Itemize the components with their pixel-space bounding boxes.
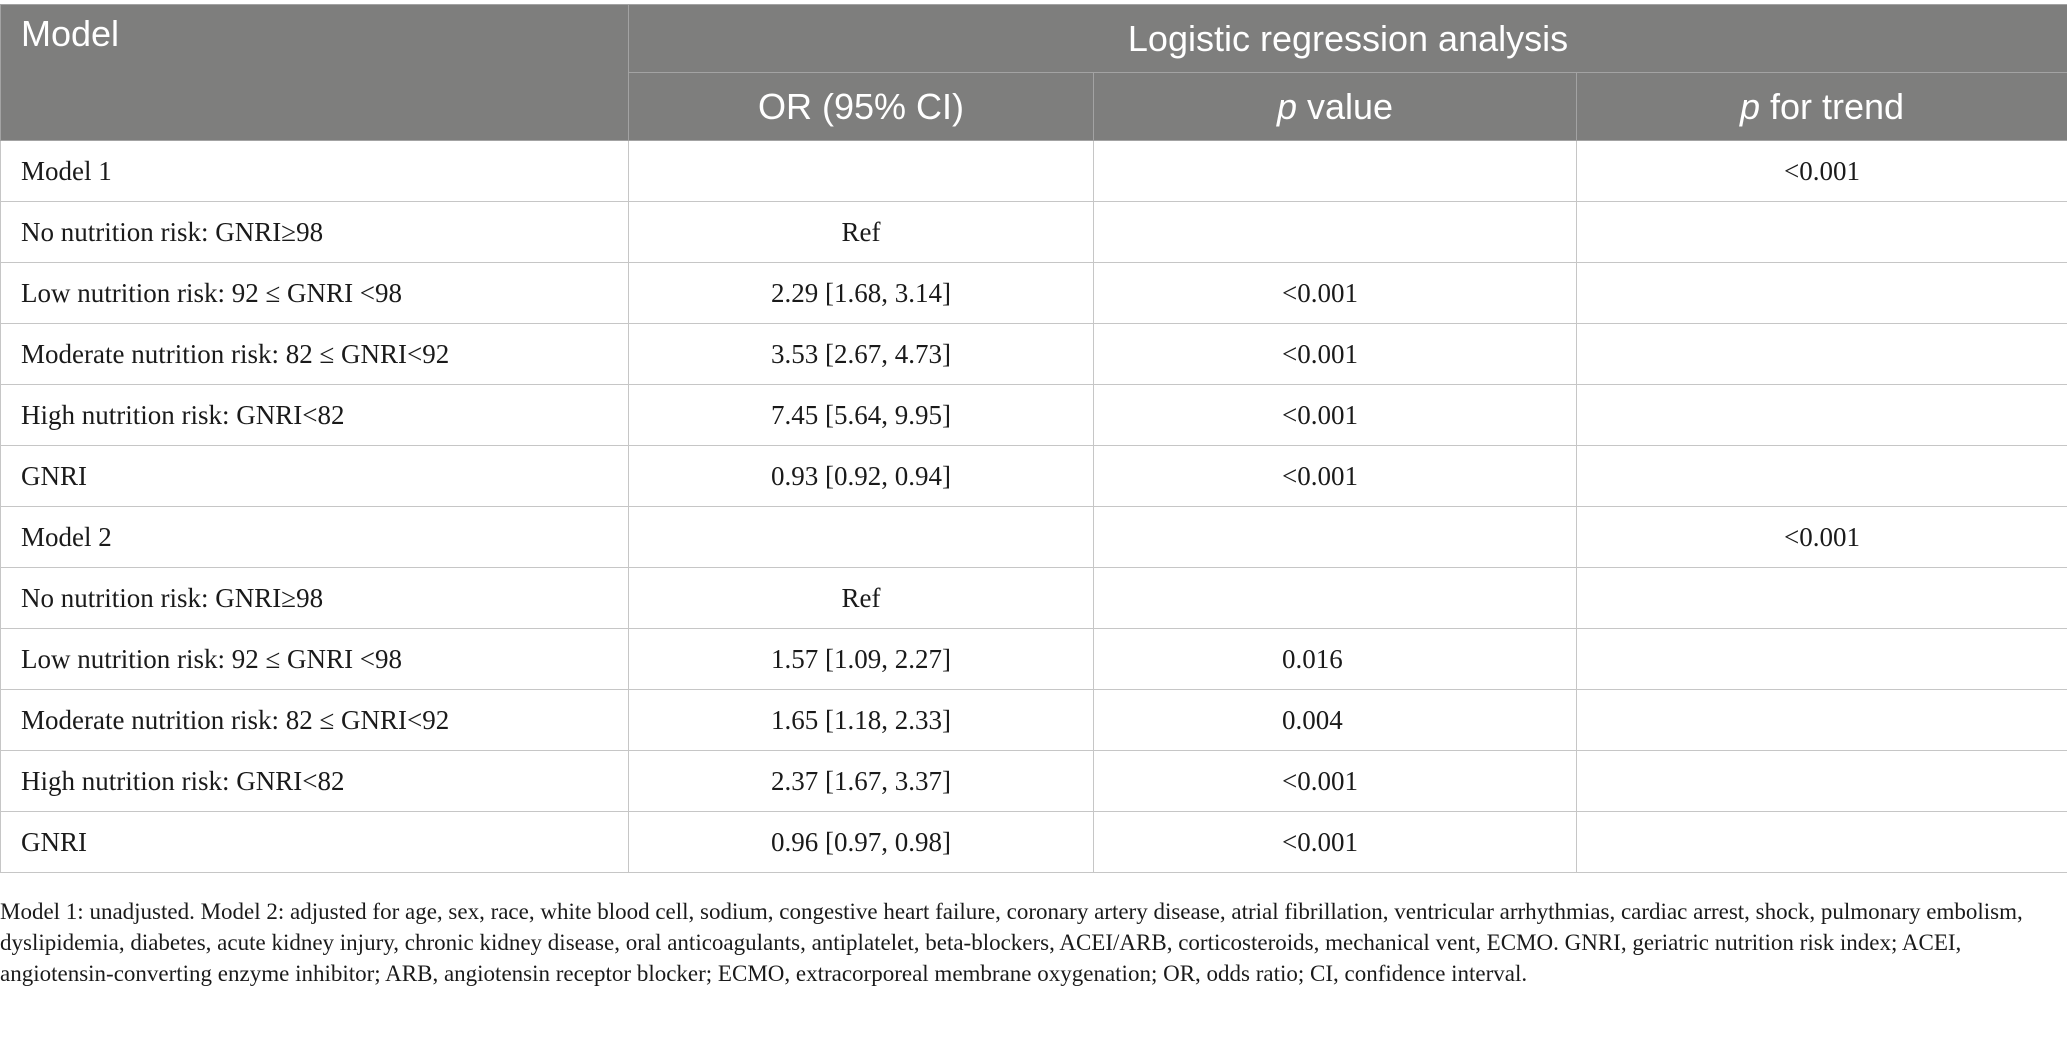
cell-or-ci: 0.96 [0.97, 0.98]	[628, 811, 1094, 873]
header-p-value-rest: value	[1296, 85, 1394, 127]
table-row: Model 2 <0.001	[0, 506, 2067, 568]
cell-or-ci: 1.57 [1.09, 2.27]	[628, 628, 1094, 690]
table-row: GNRI 0.93 [0.92, 0.94] <0.001	[0, 445, 2067, 507]
table-row: Moderate nutrition risk: 82 ≤ GNRI<92 1.6…	[0, 689, 2067, 751]
table-footnote: Model 1: unadjusted. Model 2: adjusted f…	[0, 899, 2023, 986]
cell-p-value	[1093, 506, 1577, 568]
cell-model: High nutrition risk: GNRI<82	[0, 750, 629, 812]
cell-or-ci: 2.29 [1.68, 3.14]	[628, 262, 1094, 324]
table-row: Low nutrition risk: 92 ≤ GNRI <98 2.29 [1…	[0, 262, 2067, 324]
table-row: High nutrition risk: GNRI<82 2.37 [1.67, …	[0, 750, 2067, 812]
cell-model: No nutrition risk: GNRI≥98	[0, 567, 629, 629]
header-p-value: p value	[1093, 72, 1577, 141]
cell-p-trend	[1575, 811, 2067, 873]
cell-p-trend	[1575, 201, 2067, 263]
cell-model: GNRI	[0, 445, 629, 507]
regression-table: Model Logistic regression analysis OR (9…	[0, 4, 2067, 873]
table-row: Low nutrition risk: 92 ≤ GNRI <98 1.57 [1…	[0, 628, 2067, 690]
cell-or-ci	[628, 506, 1094, 568]
cell-p-trend	[1575, 567, 2067, 629]
cell-p-value	[1093, 201, 1577, 263]
cell-model: Low nutrition risk: 92 ≤ GNRI <98	[0, 262, 629, 324]
cell-p-trend: <0.001	[1575, 506, 2067, 568]
cell-or-ci	[628, 140, 1094, 202]
cell-p-value	[1093, 140, 1577, 202]
cell-model: Moderate nutrition risk: 82 ≤ GNRI<92	[0, 323, 629, 385]
cell-model: No nutrition risk: GNRI≥98	[0, 201, 629, 263]
cell-p-value: 0.004	[1093, 689, 1577, 751]
cell-or-ci: Ref	[628, 201, 1094, 263]
cell-p-value: <0.001	[1093, 811, 1577, 873]
cell-or-ci: 7.45 [5.64, 9.95]	[628, 384, 1094, 446]
table-row: No nutrition risk: GNRI≥98 Ref	[0, 201, 2067, 263]
header-p-trend-italic: p	[1739, 85, 1760, 127]
cell-or-ci: Ref	[628, 567, 1094, 629]
table-row: Model 1 <0.001	[0, 140, 2067, 202]
cell-p-value: <0.001	[1093, 750, 1577, 812]
cell-model: High nutrition risk: GNRI<82	[0, 384, 629, 446]
cell-or-ci: 1.65 [1.18, 2.33]	[628, 689, 1094, 751]
cell-p-trend: <0.001	[1575, 140, 2067, 202]
cell-p-value: <0.001	[1093, 323, 1577, 385]
cell-p-trend	[1575, 384, 2067, 446]
header-p-trend: p for trend	[1575, 72, 2067, 141]
cell-p-trend	[1575, 689, 2067, 751]
header-p-trend-rest: for trend	[1759, 85, 1905, 127]
cell-p-trend	[1575, 323, 2067, 385]
cell-p-trend	[1575, 628, 2067, 690]
cell-p-value	[1093, 567, 1577, 629]
cell-p-trend	[1575, 750, 2067, 812]
cell-model: GNRI	[0, 811, 629, 873]
table-header: Model Logistic regression analysis OR (9…	[0, 4, 2067, 141]
table-row: No nutrition risk: GNRI≥98 Ref	[0, 567, 2067, 629]
cell-p-value: <0.001	[1093, 384, 1577, 446]
header-p-value-italic: p	[1276, 85, 1297, 127]
cell-or-ci: 3.53 [2.67, 4.73]	[628, 323, 1094, 385]
cell-p-value: 0.016	[1093, 628, 1577, 690]
cell-model: Model 1	[0, 140, 629, 202]
table-body: Model 1 <0.001 No nutrition risk: GNRI≥98 R…	[0, 140, 2067, 873]
table-row: GNRI 0.96 [0.97, 0.98] <0.001	[0, 811, 2067, 873]
header-model: Model	[0, 4, 629, 141]
cell-p-value: <0.001	[1093, 262, 1577, 324]
cell-or-ci: 0.93 [0.92, 0.94]	[628, 445, 1094, 507]
header-or-ci: OR (95% CI)	[628, 72, 1094, 141]
cell-p-value: <0.001	[1093, 445, 1577, 507]
cell-model: Low nutrition risk: 92 ≤ GNRI <98	[0, 628, 629, 690]
cell-model: Model 2	[0, 506, 629, 568]
table-row: High nutrition risk: GNRI<82 7.45 [5.64, …	[0, 384, 2067, 446]
cell-p-trend	[1575, 262, 2067, 324]
cell-model: Moderate nutrition risk: 82 ≤ GNRI<92	[0, 689, 629, 751]
cell-p-trend	[1575, 445, 2067, 507]
cell-or-ci: 2.37 [1.67, 3.37]	[628, 750, 1094, 812]
header-logistic-regression: Logistic regression analysis	[627, 4, 2067, 73]
table-row: Moderate nutrition risk: 82 ≤ GNRI<92 3.5…	[0, 323, 2067, 385]
